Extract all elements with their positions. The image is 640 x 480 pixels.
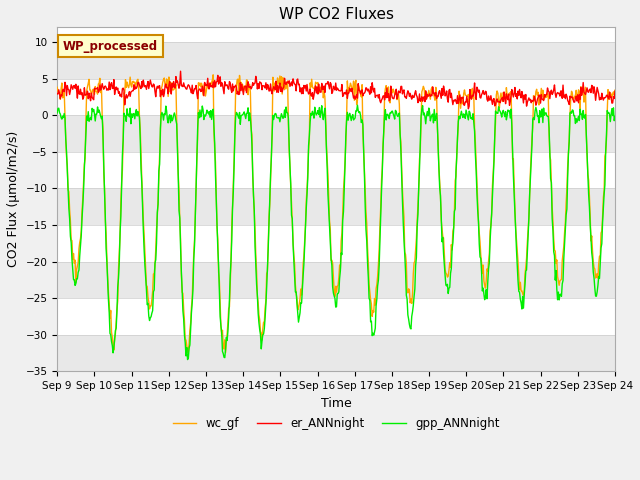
Bar xyxy=(57,335,615,372)
Bar xyxy=(57,225,615,262)
er_ANNnight xyxy=(465,106,472,112)
Bar xyxy=(57,42,615,79)
gpp_ANNnight xyxy=(422,121,429,127)
er_ANNnight xyxy=(121,102,129,108)
er_ANNnight xyxy=(208,83,216,89)
wc_gf xyxy=(422,97,429,103)
Y-axis label: CO2 Flux (μmol/m2/s): CO2 Flux (μmol/m2/s) xyxy=(7,131,20,267)
Title: WP CO2 Fluxes: WP CO2 Fluxes xyxy=(278,7,394,22)
Bar xyxy=(57,188,615,225)
X-axis label: Time: Time xyxy=(321,396,351,410)
er_ANNnight xyxy=(53,91,61,97)
Line: gpp_ANNnight: gpp_ANNnight xyxy=(57,105,615,360)
Bar xyxy=(57,262,615,298)
wc_gf xyxy=(53,84,61,90)
gpp_ANNnight xyxy=(177,268,185,274)
Line: er_ANNnight: er_ANNnight xyxy=(57,71,615,109)
wc_gf xyxy=(121,90,129,96)
wc_gf xyxy=(611,87,619,93)
Bar xyxy=(57,79,615,115)
Legend: wc_gf, er_ANNnight, gpp_ANNnight: wc_gf, er_ANNnight, gpp_ANNnight xyxy=(168,412,504,434)
Bar xyxy=(57,115,615,152)
gpp_ANNnight xyxy=(406,322,413,327)
gpp_ANNnight xyxy=(184,357,191,362)
wc_gf xyxy=(221,350,229,356)
er_ANNnight xyxy=(421,99,429,105)
gpp_ANNnight xyxy=(354,102,362,108)
gpp_ANNnight xyxy=(63,168,71,173)
er_ANNnight xyxy=(63,83,71,88)
Line: wc_gf: wc_gf xyxy=(57,75,615,353)
Bar xyxy=(57,298,615,335)
Text: WP_processed: WP_processed xyxy=(63,40,158,53)
er_ANNnight xyxy=(405,90,413,96)
wc_gf xyxy=(406,287,413,293)
gpp_ANNnight xyxy=(208,117,216,122)
er_ANNnight xyxy=(179,83,186,88)
wc_gf xyxy=(63,162,71,168)
er_ANNnight xyxy=(611,88,619,94)
wc_gf xyxy=(209,72,217,78)
er_ANNnight xyxy=(177,68,184,74)
wc_gf xyxy=(207,83,214,89)
gpp_ANNnight xyxy=(121,112,129,118)
Bar xyxy=(57,152,615,188)
gpp_ANNnight xyxy=(53,110,61,116)
wc_gf xyxy=(177,271,185,277)
gpp_ANNnight xyxy=(611,114,619,120)
